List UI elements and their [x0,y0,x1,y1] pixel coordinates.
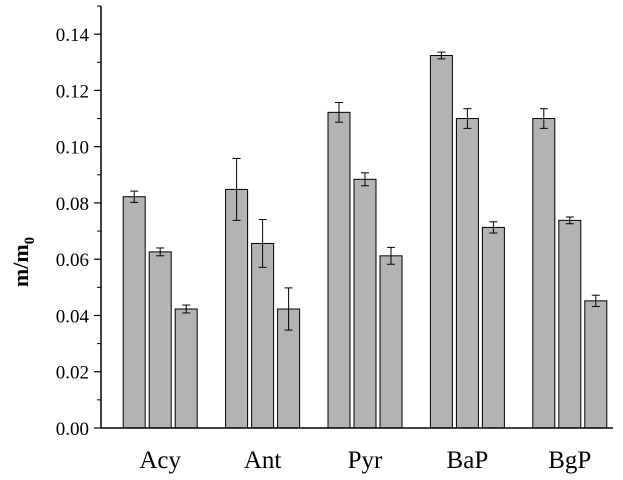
x-tick-label-Pyr: Pyr [348,447,383,474]
y-tick-label-0.00: 0.00 [56,419,89,440]
bar-Pyr-2 [379,255,403,429]
axes-group [100,6,613,429]
y-tick-label-0.06: 0.06 [56,250,89,271]
bar-Pyr-1 [353,178,377,429]
bars-group [122,51,608,429]
bar-BaP-2 [481,226,505,429]
y-axis-title-subscript: 0 [22,237,38,245]
bar-Ant-1 [251,242,275,429]
bar-Pyr-0 [327,111,351,429]
bar-Acy-2 [174,308,198,429]
bar-BaP-0 [429,55,453,429]
bar-BgP-0 [532,118,556,429]
bar-Acy-1 [148,251,172,429]
svg-text:m/m0: m/m0 [8,237,38,287]
bar-Acy-0 [122,196,146,429]
y-tick-label-0.12: 0.12 [56,81,89,102]
y-tick-label-0.04: 0.04 [56,306,90,327]
x-tick-label-Ant: Ant [244,447,282,474]
bar-BaP-1 [455,118,479,429]
y-axis-title-main: m/m [8,244,33,287]
y-tick-label-0.10: 0.10 [56,138,89,159]
y-axis-title: m/m0 [8,237,38,287]
y-tick-label-0.14: 0.14 [56,25,90,46]
y-tick-label-0.02: 0.02 [56,363,89,384]
bar-BgP-2 [584,300,608,429]
x-tick-label-BaP: BaP [447,447,489,474]
x-tick-label-BgP: BgP [548,447,591,474]
bar-Ant-0 [225,188,249,429]
bar-BgP-1 [558,219,582,429]
ticks-group: Acy Ant Pyr BaP BgP 0.00 0.02 0.04 0.06 0.08 0.10 0… [56,5,591,474]
x-tick-label-Acy: Acy [139,447,181,474]
y-tick-label-0.08: 0.08 [56,194,89,215]
